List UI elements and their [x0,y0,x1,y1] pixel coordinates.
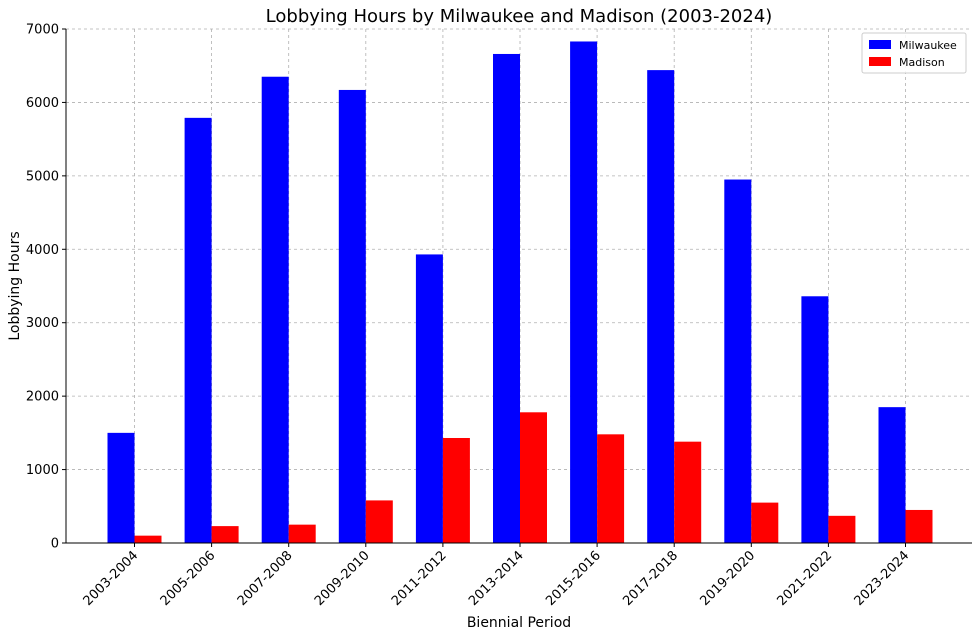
chart-title: Lobbying Hours by Milwaukee and Madison … [266,6,773,27]
legend-label-madison: Madison [899,56,945,69]
y-tick-label: 3000 [26,316,59,331]
x-tick-label: 2017-2018 [620,548,681,609]
bar-milwaukee-2023-2024 [878,407,906,543]
bar-madison-2013-2014 [520,412,547,543]
bar-madison-2023-2024 [905,509,933,543]
bar-madison-2009-2010 [365,500,393,543]
bar-madison-2021-2022 [828,515,856,543]
bar-milwaukee-2017-2018 [647,70,675,544]
legend-swatch-madison [869,57,891,66]
bar-milwaukee-2007-2008 [261,76,289,543]
bar-milwaukee-2019-2020 [724,179,752,543]
y-tick-label: 2000 [26,390,59,405]
y-tick-label: 0 [51,537,59,552]
bar-milwaukee-2021-2022 [801,296,829,543]
y-axis-title: Lobbying Hours [7,231,23,340]
y-tick-label: 5000 [26,169,59,184]
x-tick-label: 2021-2022 [775,548,836,609]
bar-madison-2015-2016 [597,434,625,543]
bar-milwaukee-2009-2010 [338,89,366,544]
x-tick-label: 2005-2006 [158,548,219,609]
x-tick-label: 2019-2020 [697,548,758,609]
legend: Milwaukee Madison [861,32,967,74]
x-tick-label: 2015-2016 [543,548,604,609]
bar-madison-2011-2012 [442,437,470,543]
bar-milwaukee-2015-2016 [570,41,598,544]
x-tick-label: 2009-2010 [312,548,373,609]
y-tick-label: 6000 [26,96,59,111]
bar-madison-2007-2008 [288,524,316,543]
bar-madison-2003-2004 [134,535,162,543]
axes [65,29,972,544]
bar-madison-2017-2018 [674,441,702,543]
legend-swatch-milwaukee [869,40,891,49]
x-tick-label: 2007-2008 [235,548,296,609]
x-tick-label: 2011-2012 [389,548,450,609]
x-ticks: 2003-2004 2005-2006 2007-2008 2009-2010 2011… [81,543,913,609]
bars [107,41,933,544]
bar-milwaukee-2013-2014 [493,53,520,544]
bar-milwaukee-2011-2012 [415,254,443,543]
x-tick-label: 2023-2024 [852,548,913,609]
legend-label-milwaukee: Milwaukee [899,39,957,52]
y-tick-label: 4000 [26,243,59,258]
x-tick-label: 2003-2004 [81,548,142,609]
x-axis-title: Biennial Period [467,615,571,631]
y-tick-label: 1000 [26,463,59,478]
x-tick-label: 2013-2014 [466,548,527,609]
bar-madison-2005-2006 [211,526,239,543]
bar-milwaukee-2003-2004 [107,432,135,543]
y-tick-label: 7000 [26,23,59,38]
y-ticks: 0 1000 2000 3000 4000 5000 6000 7000 [26,23,66,552]
bar-milwaukee-2005-2006 [184,117,212,543]
bar-madison-2019-2020 [751,502,779,543]
